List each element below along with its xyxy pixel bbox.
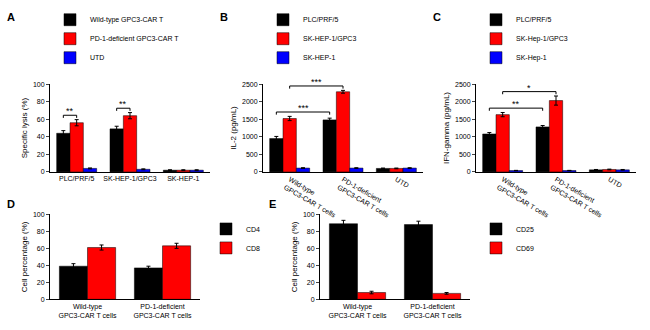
svg-text:PLC/PRF/5: PLC/PRF/5 (303, 16, 339, 23)
svg-text:SK-HEP-1/GPC3: SK-HEP-1/GPC3 (303, 35, 356, 42)
svg-text:60: 60 (37, 116, 45, 123)
svg-text:20: 20 (37, 279, 45, 286)
svg-text:2000: 2000 (242, 98, 258, 105)
svg-text:20: 20 (307, 279, 315, 286)
svg-text:2500: 2500 (242, 81, 258, 88)
svg-text:40: 40 (37, 133, 45, 140)
svg-text:1000: 1000 (455, 133, 471, 140)
svg-text:PD-1-deficient GPC3-CAR T: PD-1-deficient GPC3-CAR T (90, 35, 179, 42)
svg-text:UTD: UTD (90, 54, 104, 61)
svg-text:20: 20 (37, 151, 45, 158)
svg-text:CD8: CD8 (246, 245, 260, 252)
svg-text:Specific lysis (%): Specific lysis (%) (20, 97, 29, 158)
svg-text:***: *** (311, 77, 322, 87)
svg-text:80: 80 (37, 228, 45, 235)
svg-text:60: 60 (37, 245, 45, 252)
svg-text:80: 80 (37, 98, 45, 105)
svg-text:SK-HEP-1/GPC3: SK-HEP-1/GPC3 (103, 175, 156, 182)
svg-text:Wild-type GPC3-CAR T: Wild-type GPC3-CAR T (90, 16, 164, 24)
svg-text:1500: 1500 (455, 116, 471, 123)
svg-text:UTD: UTD (394, 176, 410, 189)
svg-text:60: 60 (307, 245, 315, 252)
svg-text:SK-Hep-1/GPC3: SK-Hep-1/GPC3 (516, 35, 568, 43)
svg-text:Cell percentage (%): Cell percentage (%) (290, 221, 299, 292)
svg-text:PLC/PRF/5: PLC/PRF/5 (59, 175, 95, 182)
svg-text:Wild-typeGPC3-CAR T cells: Wild-typeGPC3-CAR T cells (283, 176, 342, 219)
svg-text:40: 40 (37, 262, 45, 269)
svg-text:PD-1-deficientGPC3-CAR T cells: PD-1-deficientGPC3-CAR T cells (336, 176, 395, 219)
svg-text:UTD: UTD (607, 176, 623, 189)
svg-text:E: E (269, 198, 276, 210)
svg-text:100: 100 (33, 211, 45, 218)
svg-text:**: ** (119, 99, 127, 109)
svg-text:**: ** (66, 106, 74, 116)
svg-text:PD-1-deficientGPC3-CAR T cells: PD-1-deficientGPC3-CAR T cells (549, 176, 608, 219)
svg-text:Wild-typeGPC3-CAR T cells: Wild-typeGPC3-CAR T cells (58, 303, 117, 319)
svg-text:1000: 1000 (242, 133, 258, 140)
svg-text:CD4: CD4 (246, 226, 260, 233)
svg-text:SK-Hep-1: SK-Hep-1 (516, 54, 547, 62)
svg-text:500: 500 (459, 151, 471, 158)
svg-text:D: D (7, 198, 15, 210)
svg-text:0: 0 (41, 296, 45, 303)
svg-text:0: 0 (467, 168, 471, 175)
svg-text:2500: 2500 (455, 81, 471, 88)
svg-text:SK-HEP-1: SK-HEP-1 (167, 175, 199, 182)
svg-text:**: ** (512, 99, 520, 109)
svg-text:***: *** (298, 103, 309, 113)
svg-text:2000: 2000 (455, 98, 471, 105)
svg-text:*: * (527, 83, 531, 93)
svg-text:0: 0 (311, 296, 315, 303)
svg-text:40: 40 (307, 262, 315, 269)
svg-text:Cell percentage (%): Cell percentage (%) (20, 221, 29, 292)
svg-text:PD-1-deficientGPC3-CAR T cells: PD-1-deficientGPC3-CAR T cells (133, 303, 192, 319)
svg-text:100: 100 (33, 81, 45, 88)
svg-text:C: C (433, 11, 441, 23)
svg-text:Wild-typeGPC3-CAR T cells: Wild-typeGPC3-CAR T cells (328, 303, 387, 319)
svg-text:CD69: CD69 (516, 245, 534, 252)
svg-text:0: 0 (41, 168, 45, 175)
svg-text:IFN-gamma (pg/mL): IFN-gamma (pg/mL) (442, 92, 451, 164)
svg-text:100: 100 (303, 211, 315, 218)
svg-text:Wild-typeGPC3-CAR T cells: Wild-typeGPC3-CAR T cells (496, 176, 555, 219)
svg-text:0: 0 (254, 168, 258, 175)
svg-text:PD-1-deficientGPC3-CAR T cells: PD-1-deficientGPC3-CAR T cells (403, 303, 462, 319)
svg-text:A: A (7, 11, 15, 23)
svg-text:500: 500 (246, 151, 258, 158)
svg-text:B: B (220, 11, 228, 23)
svg-text:PLC/PRF/5: PLC/PRF/5 (516, 16, 552, 23)
svg-text:1500: 1500 (242, 116, 258, 123)
svg-text:IL-2 (pg/mL): IL-2 (pg/mL) (229, 106, 238, 150)
svg-text:80: 80 (307, 228, 315, 235)
svg-text:CD25: CD25 (516, 226, 534, 233)
svg-text:SK-HEP-1: SK-HEP-1 (303, 54, 335, 61)
